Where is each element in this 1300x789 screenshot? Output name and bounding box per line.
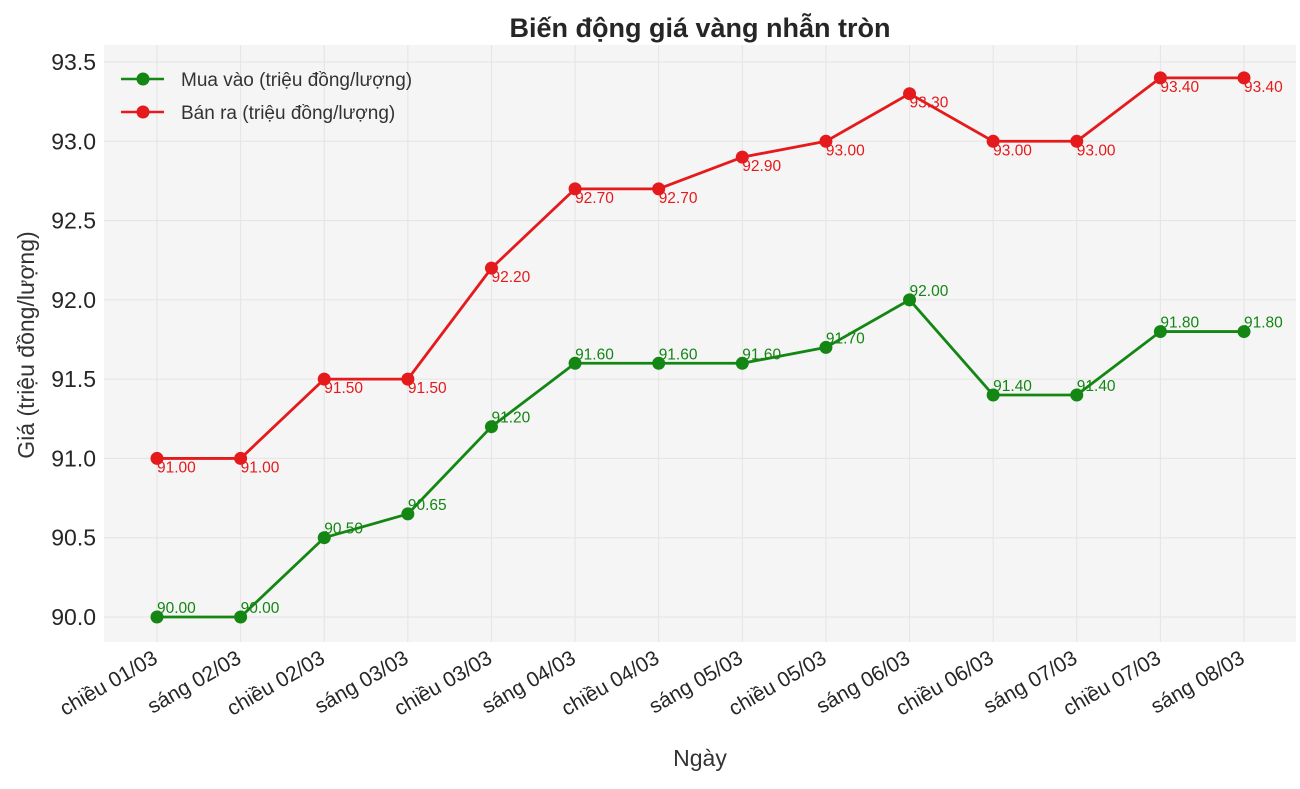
x-tick-label: sáng 08/03 bbox=[1147, 646, 1249, 718]
y-tick-label: 91.5 bbox=[51, 366, 96, 392]
grid bbox=[104, 45, 1296, 642]
data-point bbox=[735, 356, 749, 370]
data-label: 91.60 bbox=[659, 346, 698, 363]
data-label: 93.40 bbox=[1160, 79, 1199, 96]
y-tick-label: 92.5 bbox=[51, 208, 96, 234]
data-point bbox=[1153, 325, 1167, 339]
data-label: 92.90 bbox=[742, 158, 781, 175]
data-point bbox=[484, 261, 498, 275]
legend: Mua vào (triệu đồng/lượng) Bán ra (triệu… bbox=[121, 70, 412, 124]
data-point bbox=[1070, 134, 1084, 148]
data-label: 91.60 bbox=[575, 346, 614, 363]
data-label: 92.70 bbox=[659, 190, 698, 207]
data-point bbox=[234, 451, 248, 465]
data-label: 91.60 bbox=[742, 346, 781, 363]
data-point bbox=[652, 182, 666, 196]
data-point bbox=[1153, 71, 1167, 85]
y-tick-label: 90.5 bbox=[51, 525, 96, 551]
data-point bbox=[401, 507, 415, 521]
data-point bbox=[1070, 388, 1084, 402]
data-label: 91.00 bbox=[157, 459, 196, 476]
data-label: 91.20 bbox=[491, 410, 530, 427]
data-label: 93.30 bbox=[910, 95, 949, 112]
data-label: 91.70 bbox=[826, 330, 865, 347]
legend-marker-mua-vao bbox=[136, 72, 150, 86]
data-label: 92.70 bbox=[575, 190, 614, 207]
data-label: 92.20 bbox=[491, 269, 530, 286]
legend-label-mua-vao: Mua vào (triệu đồng/lượng) bbox=[181, 70, 412, 91]
data-label: 93.00 bbox=[993, 142, 1032, 159]
y-tick-label: 90.0 bbox=[51, 604, 96, 630]
data-label: 91.50 bbox=[408, 380, 447, 397]
data-label: 93.00 bbox=[1077, 142, 1116, 159]
data-point bbox=[819, 340, 833, 354]
data-point bbox=[1237, 325, 1251, 339]
y-axis-label: Giá (triệu đồng/lượng) bbox=[13, 231, 39, 458]
data-point bbox=[484, 420, 498, 434]
series-layer: 90.00 90.00 90.50 90.65 91.20 91.60 91.60 91.60… bbox=[150, 71, 1283, 624]
legend-marker-ban-ra bbox=[136, 105, 150, 119]
data-label: 93.00 bbox=[826, 142, 865, 159]
data-label: 91.80 bbox=[1160, 315, 1199, 332]
plot-background bbox=[104, 45, 1296, 642]
data-label: 91.00 bbox=[241, 459, 280, 476]
data-point bbox=[317, 531, 331, 545]
data-label: 90.50 bbox=[324, 521, 363, 538]
data-label: 93.40 bbox=[1244, 79, 1283, 96]
data-point bbox=[234, 610, 248, 624]
data-label: 90.65 bbox=[408, 497, 447, 514]
data-label: 90.00 bbox=[241, 600, 280, 617]
data-point bbox=[317, 372, 331, 386]
y-tick-label: 93.5 bbox=[51, 49, 96, 75]
data-label: 91.80 bbox=[1244, 315, 1283, 332]
data-label: 92.00 bbox=[910, 283, 949, 300]
data-point bbox=[652, 356, 666, 370]
data-point bbox=[903, 293, 917, 307]
y-tick-label: 91.0 bbox=[51, 445, 96, 471]
data-point bbox=[150, 451, 164, 465]
legend-label-ban-ra: Bán ra (triệu đồng/lượng) bbox=[181, 103, 395, 124]
y-tick-label: 93.0 bbox=[51, 128, 96, 154]
data-point bbox=[735, 150, 749, 164]
x-tick-label: chiều 01/03 bbox=[56, 646, 162, 720]
data-label: 90.00 bbox=[157, 600, 196, 617]
data-point bbox=[568, 356, 582, 370]
series-line-1 bbox=[157, 76, 1244, 460]
y-ticks: 90.0 90.5 91.0 91.5 92.0 92.5 93.0 93.5 bbox=[51, 49, 96, 630]
x-axis-label: Ngày bbox=[673, 745, 727, 771]
data-label: 91.40 bbox=[1077, 378, 1116, 395]
data-point bbox=[568, 182, 582, 196]
data-label: 91.50 bbox=[324, 380, 363, 397]
data-point bbox=[1237, 71, 1251, 85]
y-tick-label: 92.0 bbox=[51, 287, 96, 313]
data-label: 91.40 bbox=[993, 378, 1032, 395]
data-point bbox=[986, 388, 1000, 402]
data-point bbox=[401, 372, 415, 386]
data-point bbox=[819, 134, 833, 148]
data-point bbox=[903, 87, 917, 101]
chart-title: Biến động giá vàng nhẫn tròn bbox=[510, 12, 891, 43]
data-point bbox=[986, 134, 1000, 148]
series-line-0 bbox=[157, 298, 1244, 619]
data-point bbox=[150, 610, 164, 624]
